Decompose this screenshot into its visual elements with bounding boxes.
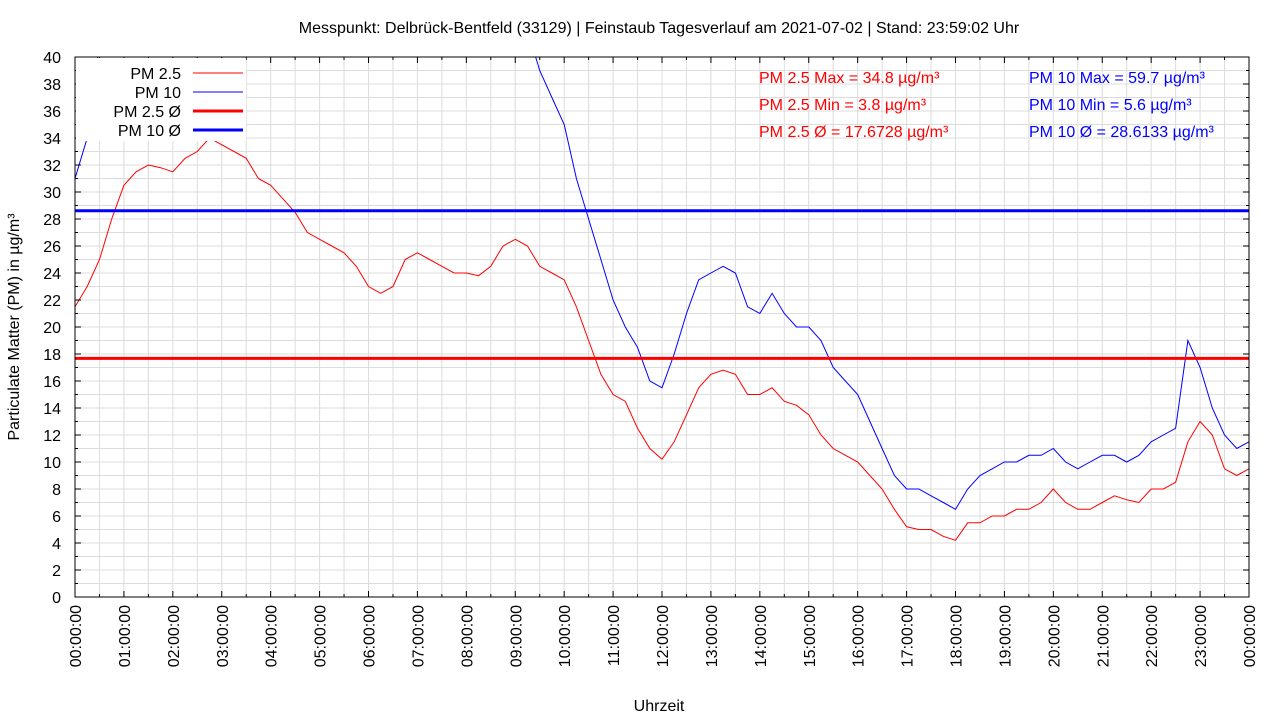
pm10-stat: PM 10 Max = 59.7 µg/m³ [1029, 70, 1206, 87]
pm10-stat: PM 10 Ø = 28.6133 µg/m³ [1029, 124, 1215, 141]
pm10-stat: PM 10 Min = 5.6 µg/m³ [1029, 97, 1192, 114]
legend-label: PM 10 Ø [118, 123, 181, 140]
y-tick-label: 24 [43, 266, 61, 283]
x-tick-label: 23:00:00 [1193, 605, 1210, 667]
legend-label: PM 2.5 [130, 66, 181, 83]
y-tick-label: 20 [43, 320, 61, 337]
y-tick-label: 4 [52, 536, 61, 553]
x-axis-label: Uhrzeit [634, 698, 685, 715]
y-tick-label: 30 [43, 185, 61, 202]
y-tick-label: 38 [43, 77, 61, 94]
legend-box [76, 58, 246, 141]
axes: 024681012141618202224262830323436384000:… [43, 50, 1259, 667]
x-tick-label: 00:00:00 [1242, 605, 1259, 667]
y-tick-label: 14 [43, 401, 61, 418]
y-axis-label: Particulate Matter (PM) in µg/m³ [6, 213, 23, 441]
x-tick-label: 15:00:00 [802, 605, 819, 667]
x-tick-label: 22:00:00 [1144, 605, 1161, 667]
x-tick-label: 05:00:00 [313, 605, 330, 667]
x-tick-label: 07:00:00 [410, 605, 427, 667]
x-tick-label: 21:00:00 [1095, 605, 1112, 667]
chart-title: Messpunkt: Delbrück-Bentfeld (33129) | F… [299, 20, 1020, 37]
y-tick-label: 8 [52, 482, 61, 499]
x-tick-label: 12:00:00 [655, 605, 672, 667]
stats-annotations: PM 2.5 Max = 34.8 µg/m³ PM 2.5 Min = 3.8 … [759, 70, 1215, 141]
pm25-stat: PM 2.5 Min = 3.8 µg/m³ [759, 97, 927, 114]
series-line-pm10 [75, 57, 1249, 510]
x-tick-label: 17:00:00 [900, 605, 917, 667]
x-tick-label: 06:00:00 [362, 605, 379, 667]
y-tick-label: 36 [43, 104, 61, 121]
y-tick-label: 12 [43, 428, 61, 445]
y-tick-label: 16 [43, 374, 61, 391]
y-tick-label: 40 [43, 50, 61, 67]
x-tick-label: 11:00:00 [606, 605, 623, 666]
y-tick-label: 6 [52, 509, 61, 526]
x-tick-label: 02:00:00 [166, 605, 183, 667]
x-tick-label: 01:00:00 [117, 605, 134, 667]
grid [75, 57, 1249, 597]
y-tick-label: 2 [52, 563, 61, 580]
y-tick-label: 32 [43, 158, 61, 175]
pm25-stat: PM 2.5 Max = 34.8 µg/m³ [759, 70, 940, 87]
x-tick-label: 03:00:00 [215, 605, 232, 667]
x-tick-label: 18:00:00 [949, 605, 966, 667]
x-tick-label: 20:00:00 [1046, 605, 1063, 667]
y-tick-label: 26 [43, 239, 61, 256]
legend-label: PM 2.5 Ø [113, 104, 181, 121]
x-tick-label: 13:00:00 [704, 605, 721, 667]
y-tick-label: 28 [43, 212, 61, 229]
x-tick-label: 16:00:00 [851, 605, 868, 667]
x-tick-label: 09:00:00 [508, 605, 525, 667]
legend: PM 2.5 PM 10 PM 2.5 Ø PM 10 Ø [76, 58, 246, 141]
y-tick-label: 18 [43, 347, 61, 364]
y-tick-label: 10 [43, 455, 61, 472]
x-tick-label: 14:00:00 [753, 605, 770, 667]
x-tick-label: 19:00:00 [997, 605, 1014, 667]
pm25-stat: PM 2.5 Ø = 17.6728 µg/m³ [759, 124, 949, 141]
legend-label: PM 10 [135, 85, 181, 102]
y-tick-label: 0 [52, 590, 61, 607]
series-layer [75, 57, 1249, 541]
x-tick-label: 08:00:00 [459, 605, 476, 667]
y-tick-label: 34 [43, 131, 61, 148]
series-line-pm25 [75, 137, 1249, 541]
x-tick-label: 10:00:00 [557, 605, 574, 667]
y-tick-label: 22 [43, 293, 61, 310]
x-tick-label: 00:00:00 [68, 605, 85, 667]
x-tick-label: 04:00:00 [264, 605, 281, 667]
